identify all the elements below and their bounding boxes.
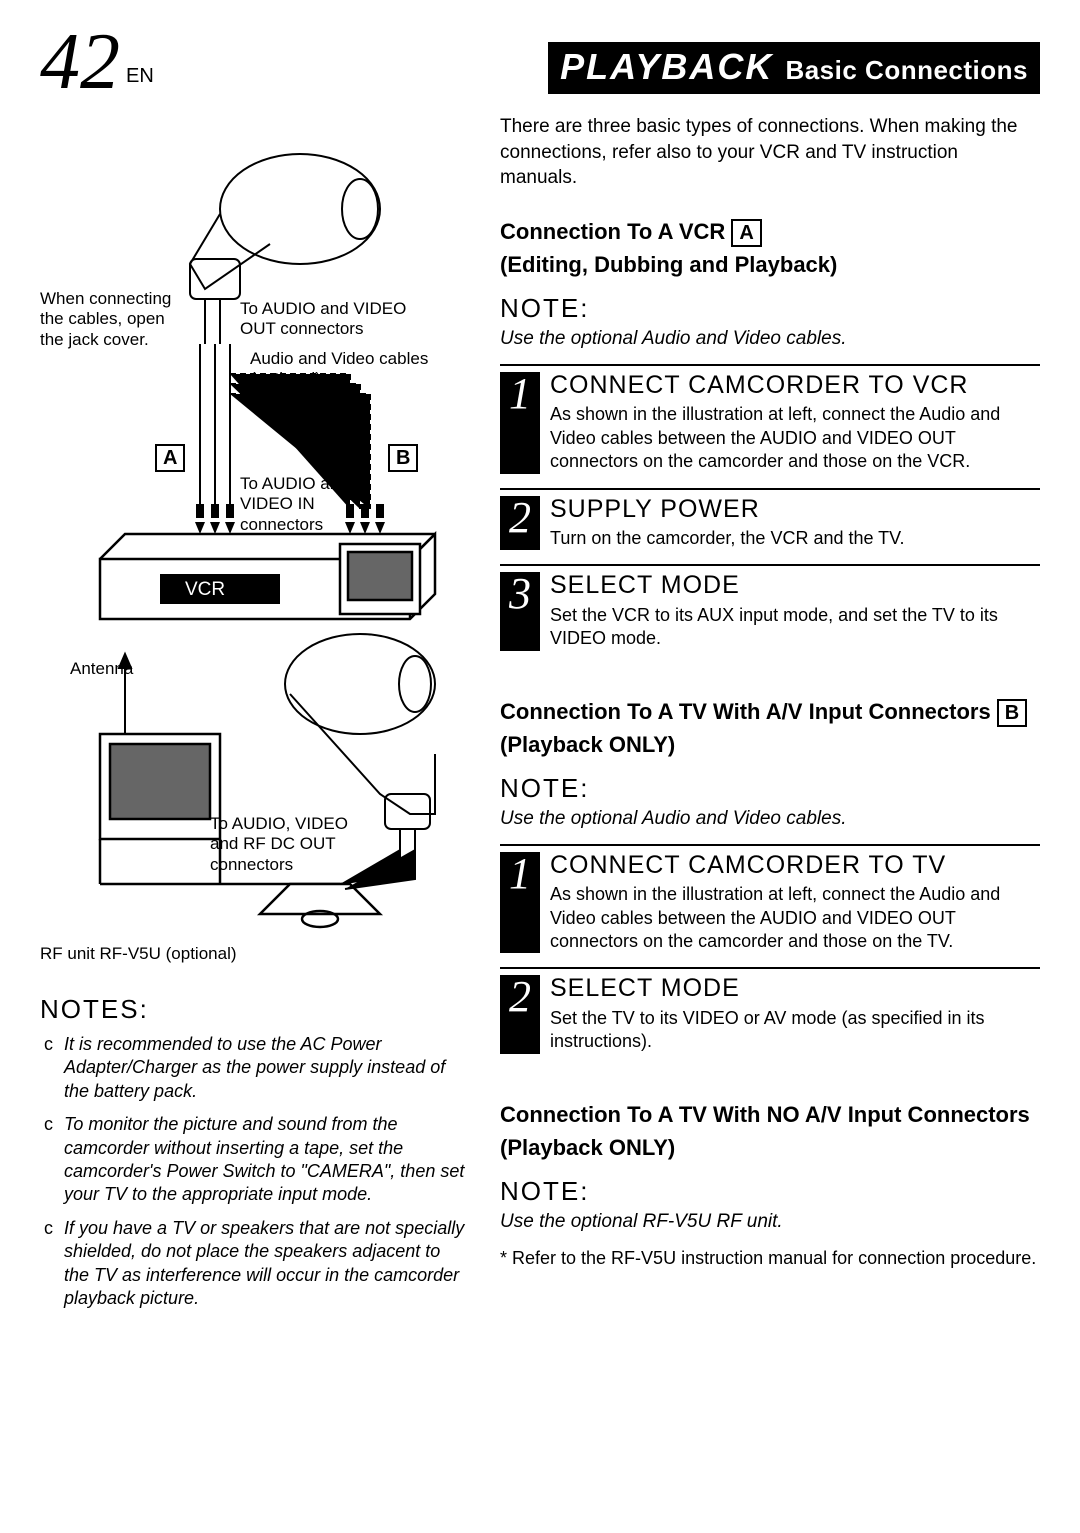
label-av-in: To AUDIO and VIDEO IN connectors: [240, 474, 360, 535]
section-b-title: Connection To A TV With A/V Input Connec…: [500, 695, 1040, 761]
note-item: To monitor the picture and sound from th…: [44, 1113, 470, 1207]
note-header: NOTE:: [500, 773, 1040, 804]
step-desc: Set the VCR to its AUX input mode, and s…: [550, 604, 1040, 651]
step-number: 1: [509, 854, 531, 894]
section-a-title: Connection To A VCR A: [500, 215, 1040, 248]
step-title: CONNECT CAMCORDER TO VCR: [550, 372, 1040, 400]
notes-header: NOTES:: [40, 994, 470, 1025]
step-title: CONNECT CAMCORDER TO TV: [550, 852, 1040, 880]
step-number: 1: [509, 374, 531, 414]
diagram-box-b: B: [388, 444, 418, 472]
section-c-title: Connection To A TV With NO A/V Input Con…: [500, 1098, 1040, 1164]
note-text: Use the optional Audio and Video cables.: [500, 808, 1040, 830]
step-number: 3: [509, 574, 531, 614]
note-item: It is recommended to use the AC Power Ad…: [44, 1033, 470, 1103]
note-header: NOTE:: [500, 1176, 1040, 1207]
note-header: NOTE:: [500, 293, 1040, 324]
label-rf-out: To AUDIO, VIDEO and RF DC OUT connectors: [210, 814, 380, 875]
step-desc: As shown in the illustration at left, co…: [550, 883, 1040, 953]
step-desc: As shown in the illustration at left, co…: [550, 403, 1040, 473]
connection-diagram: When connecting the cables, open the jac…: [40, 114, 470, 974]
diagram-box-a: A: [155, 444, 185, 472]
page-header: 42 EN PLAYBACK Basic Connections: [40, 30, 1040, 94]
step-number: 2: [509, 498, 531, 538]
page-lang: EN: [126, 65, 154, 88]
label-rf-unit: RF unit RF-V5U (optional): [40, 944, 237, 964]
title-sub: Basic Connections: [785, 55, 1028, 86]
notes-list: It is recommended to use the AC Power Ad…: [40, 1033, 470, 1310]
step-title: SELECT MODE: [550, 975, 1040, 1003]
reference-note: * Refer to the RF-V5U instruction manual…: [500, 1247, 1040, 1270]
step: 1 CONNECT CAMCORDER TO VCR As shown in t…: [500, 364, 1040, 474]
note-text: Use the optional Audio and Video cables.: [500, 328, 1040, 350]
step-desc: Set the TV to its VIDEO or AV mode (as s…: [550, 1007, 1040, 1054]
step: 2 SUPPLY POWER Turn on the camcorder, th…: [500, 488, 1040, 551]
intro-text: There are three basic types of connectio…: [500, 114, 1040, 191]
step: 1 CONNECT CAMCORDER TO TV As shown in th…: [500, 844, 1040, 954]
section-a-subtitle: (Editing, Dubbing and Playback): [500, 248, 1040, 281]
page-number: 42: [40, 30, 120, 94]
title-section: PLAYBACK: [560, 46, 773, 88]
note-text: Use the optional RF-V5U RF unit.: [500, 1211, 1040, 1233]
step: 3 SELECT MODE Set the VCR to its AUX inp…: [500, 564, 1040, 650]
label-av-out: To AUDIO and VIDEO OUT connectors: [240, 299, 440, 340]
title-bar: PLAYBACK Basic Connections: [548, 42, 1040, 94]
label-jack-cover: When connecting the cables, open the jac…: [40, 289, 190, 350]
label-av-cables: Audio and Video cables (optional): [250, 349, 430, 390]
note-item: If you have a TV or speakers that are no…: [44, 1217, 470, 1311]
label-antenna: Antenna: [70, 659, 133, 679]
label-vcr: VCR: [185, 579, 225, 602]
step-number: 2: [509, 977, 531, 1017]
step-title: SUPPLY POWER: [550, 496, 1040, 524]
step-desc: Turn on the camcorder, the VCR and the T…: [550, 527, 1040, 550]
step: 2 SELECT MODE Set the TV to its VIDEO or…: [500, 967, 1040, 1053]
step-title: SELECT MODE: [550, 572, 1040, 600]
